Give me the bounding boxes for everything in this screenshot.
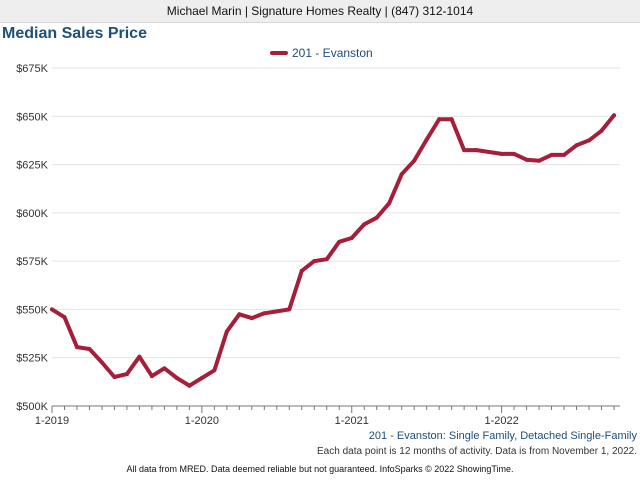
data-point — [474, 148, 479, 153]
y-tick-label: $525K — [16, 353, 48, 365]
x-axis: 1-2019 1-2020 1-2021 1-2022 — [35, 406, 615, 427]
data-point — [174, 375, 179, 380]
data-point — [212, 368, 217, 373]
data-point — [424, 137, 429, 142]
header-bar: Michael Marin | Signature Homes Realty |… — [0, 0, 640, 23]
data-point — [137, 354, 142, 359]
data-point — [524, 157, 529, 162]
data-point — [162, 366, 167, 371]
data-point — [462, 148, 467, 153]
activity-note: Each data point is 12 months of activity… — [317, 446, 637, 457]
data-point — [124, 372, 129, 377]
y-tick-label: $650K — [16, 111, 48, 123]
data-point — [412, 158, 417, 163]
y-tick-label: $575K — [16, 256, 48, 268]
y-tick-label: $625K — [16, 160, 48, 172]
data-point — [599, 128, 604, 133]
data-point — [199, 375, 204, 380]
data-point — [287, 307, 292, 312]
data-point — [349, 235, 354, 240]
data-point — [374, 215, 379, 220]
data-point — [324, 257, 329, 262]
data-point — [612, 113, 616, 118]
series-layer — [50, 113, 616, 388]
data-point — [224, 329, 229, 334]
data-point — [50, 307, 54, 312]
data-point — [399, 172, 404, 177]
data-point — [274, 309, 279, 314]
data-point — [237, 312, 242, 317]
legend-label: 201 - Evanston — [292, 46, 373, 60]
y-tick-label: $600K — [16, 208, 48, 220]
data-point — [337, 239, 342, 244]
y-tick-label: $675K — [16, 63, 48, 75]
y-tick-label: $550K — [16, 304, 48, 316]
data-point — [537, 158, 542, 163]
x-tick-label: 1-2020 — [185, 415, 219, 427]
data-point — [74, 345, 79, 350]
x-tick-label: 1-2021 — [335, 415, 369, 427]
data-point — [62, 315, 67, 320]
data-point — [499, 151, 504, 156]
legend-swatch — [270, 51, 288, 55]
data-point — [187, 383, 192, 388]
data-point — [562, 152, 567, 157]
data-point — [574, 143, 579, 148]
source-note: All data from MRED. Data deemed reliable… — [126, 464, 514, 474]
data-point — [512, 151, 517, 156]
series-description: 201 - Evanston: Single Family, Detached … — [368, 430, 637, 442]
grid-lines — [52, 67, 620, 407]
data-point — [99, 360, 104, 365]
data-point — [449, 117, 454, 122]
data-point — [387, 201, 392, 206]
agent-contact: Michael Marin | Signature Homes Realty |… — [166, 4, 474, 18]
data-point — [312, 259, 317, 264]
data-point — [437, 117, 442, 122]
y-tick-label: $500K — [16, 401, 48, 413]
chart-title: Median Sales Price — [2, 25, 147, 42]
data-point — [112, 375, 117, 380]
series-line — [50, 113, 616, 388]
data-point — [487, 150, 492, 155]
data-point — [299, 268, 304, 273]
data-point — [549, 152, 554, 157]
data-point — [149, 374, 154, 379]
data-point — [262, 311, 267, 316]
data-point — [587, 138, 592, 143]
data-point — [249, 316, 254, 321]
data-point — [362, 222, 367, 227]
y-axis: $500K $525K $550K $575K $600K $625K $650K $675K — [16, 63, 48, 413]
data-point — [87, 347, 92, 352]
x-tick-label: 1-2022 — [484, 415, 518, 427]
chart-legend[interactable]: 201 - Evanston — [270, 46, 373, 60]
x-tick-label: 1-2019 — [35, 415, 69, 427]
